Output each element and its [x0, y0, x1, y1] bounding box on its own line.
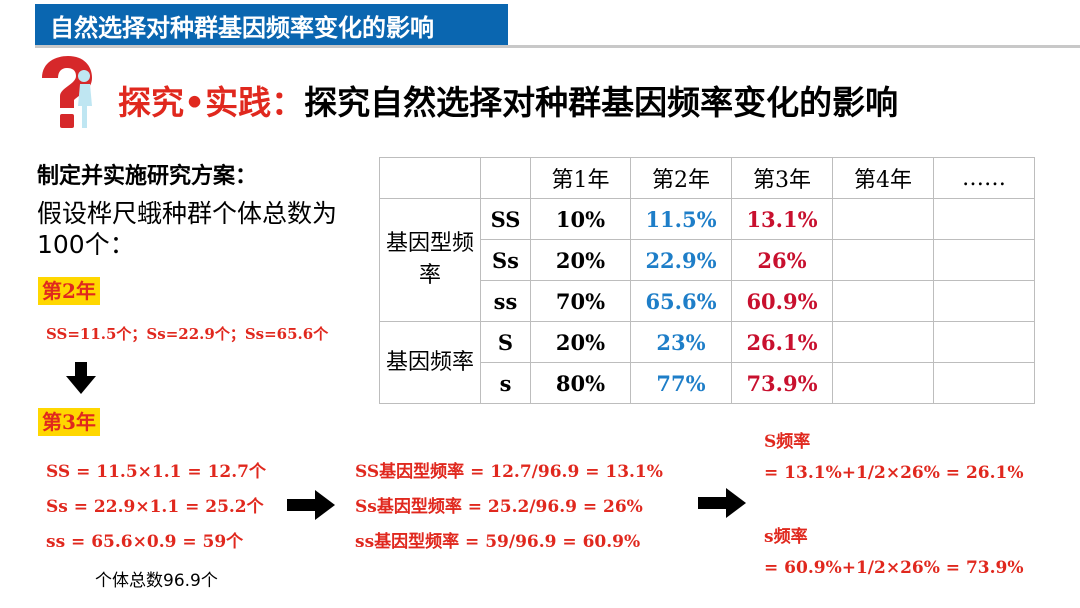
- cell-year2: 65.6%: [630, 280, 732, 322]
- table-row: 基因型频率 SS 10% 11.5% 13.1%: [379, 198, 1035, 322]
- title-banner: [35, 4, 508, 46]
- cell-year2: 22.9%: [630, 239, 732, 281]
- row-label: Ss: [480, 239, 531, 281]
- table-row: 基因频率 S 20% 23% 26.1%: [379, 321, 1035, 404]
- header-year3: 第3年: [731, 157, 833, 199]
- down-arrow-icon: [66, 362, 96, 394]
- cell-year3: 73.9%: [731, 362, 833, 404]
- genotype-freq-ss: ss基因型频率 = 59/96.9 = 60.9%: [355, 532, 641, 552]
- s-freq-title: s频率: [764, 527, 808, 547]
- year3-line-ss: ss = 65.6×0.9 = 59个: [46, 532, 244, 552]
- genotype-freq-SS: SS基因型频率 = 12.7/96.9 = 13.1%: [355, 462, 663, 482]
- cell-ellipsis: [933, 198, 1035, 240]
- cell-year4: [832, 280, 934, 322]
- question-mark-icon: [42, 56, 92, 128]
- header-empty: [480, 157, 531, 199]
- group-genotype-frequency: 基因型频率: [379, 198, 481, 322]
- s-freq-calc: = 60.9%+1/2×26% = 73.9%: [764, 558, 1024, 578]
- header-ellipsis: ……: [933, 157, 1035, 199]
- cell-year4: [832, 239, 934, 281]
- row-label: SS: [480, 198, 531, 240]
- year3-line-Ss: Ss = 22.9×1.1 = 25.2个: [46, 497, 264, 517]
- header-year4: 第4年: [832, 157, 934, 199]
- table-row: Ss 20% 22.9% 26%: [380, 239, 1035, 281]
- cell-ellipsis: [933, 362, 1035, 404]
- table-header-row: 第1年 第2年 第3年 第4年 ……: [379, 157, 1035, 199]
- group-gene-frequency: 基因频率: [379, 321, 481, 404]
- cell-year3: 13.1%: [731, 198, 833, 240]
- year3-line-SS: SS = 11.5×1.1 = 12.7个: [46, 462, 266, 482]
- cell-ellipsis: [933, 280, 1035, 322]
- table-row: s 80% 77% 73.9%: [380, 362, 1035, 404]
- cell-year2: 23%: [630, 321, 732, 363]
- genotype-freq-Ss: Ss基因型频率 = 25.2/96.9 = 26%: [355, 497, 643, 517]
- right-arrow-icon: [698, 488, 746, 518]
- cell-year1: 70%: [530, 280, 631, 322]
- cell-year3: 26.1%: [731, 321, 833, 363]
- cell-year3: 26%: [731, 239, 833, 281]
- header-divider: [35, 45, 1080, 48]
- header-empty: [379, 157, 481, 199]
- year2-tag: 第2年: [38, 277, 100, 305]
- total-individuals: 个体总数96.9个: [95, 571, 218, 591]
- row-label: ss: [480, 280, 531, 322]
- section-heading: 探究•实践：探究自然选择对种群基因频率变化的影响: [118, 76, 898, 124]
- assumption-text: 假设桦尺蛾种群个体总数为100个：: [37, 199, 338, 259]
- row-label: s: [480, 362, 531, 404]
- S-freq-calc: = 13.1%+1/2×26% = 26.1%: [764, 463, 1024, 483]
- heading-text: 探究自然选择对种群基因频率变化的影响: [304, 83, 899, 122]
- cell-ellipsis: [933, 239, 1035, 281]
- year3-tag: 第3年: [38, 408, 100, 436]
- S-freq-title: S频率: [764, 432, 811, 452]
- cell-year1: 10%: [530, 198, 631, 240]
- table-row: ss 70% 65.6% 60.9%: [380, 280, 1035, 322]
- cell-year1: 80%: [530, 362, 631, 404]
- plan-subheading: 制定并实施研究方案：: [37, 164, 258, 189]
- cell-year2: 11.5%: [630, 198, 732, 240]
- header-year2: 第2年: [630, 157, 732, 199]
- cell-year1: 20%: [530, 239, 631, 281]
- right-arrow-icon: [287, 490, 335, 520]
- frequency-table: 第1年 第2年 第3年 第4年 …… 基因型频率 SS 10% 11.5% 13…: [379, 157, 1035, 404]
- banner-title: 自然选择对种群基因频率变化的影响: [50, 14, 434, 42]
- row-label: S: [480, 321, 531, 363]
- header-year1: 第1年: [530, 157, 631, 199]
- cell-ellipsis: [933, 321, 1035, 363]
- cell-year4: [832, 198, 934, 240]
- cell-year3: 60.9%: [731, 280, 833, 322]
- cell-year1: 20%: [530, 321, 631, 363]
- cell-year4: [832, 362, 934, 404]
- year2-counts: SS=11.5个；Ss=22.9个；Ss=65.6个: [46, 325, 329, 343]
- heading-prefix: 探究•实践：: [118, 83, 305, 122]
- cell-year2: 77%: [630, 362, 732, 404]
- cell-year4: [832, 321, 934, 363]
